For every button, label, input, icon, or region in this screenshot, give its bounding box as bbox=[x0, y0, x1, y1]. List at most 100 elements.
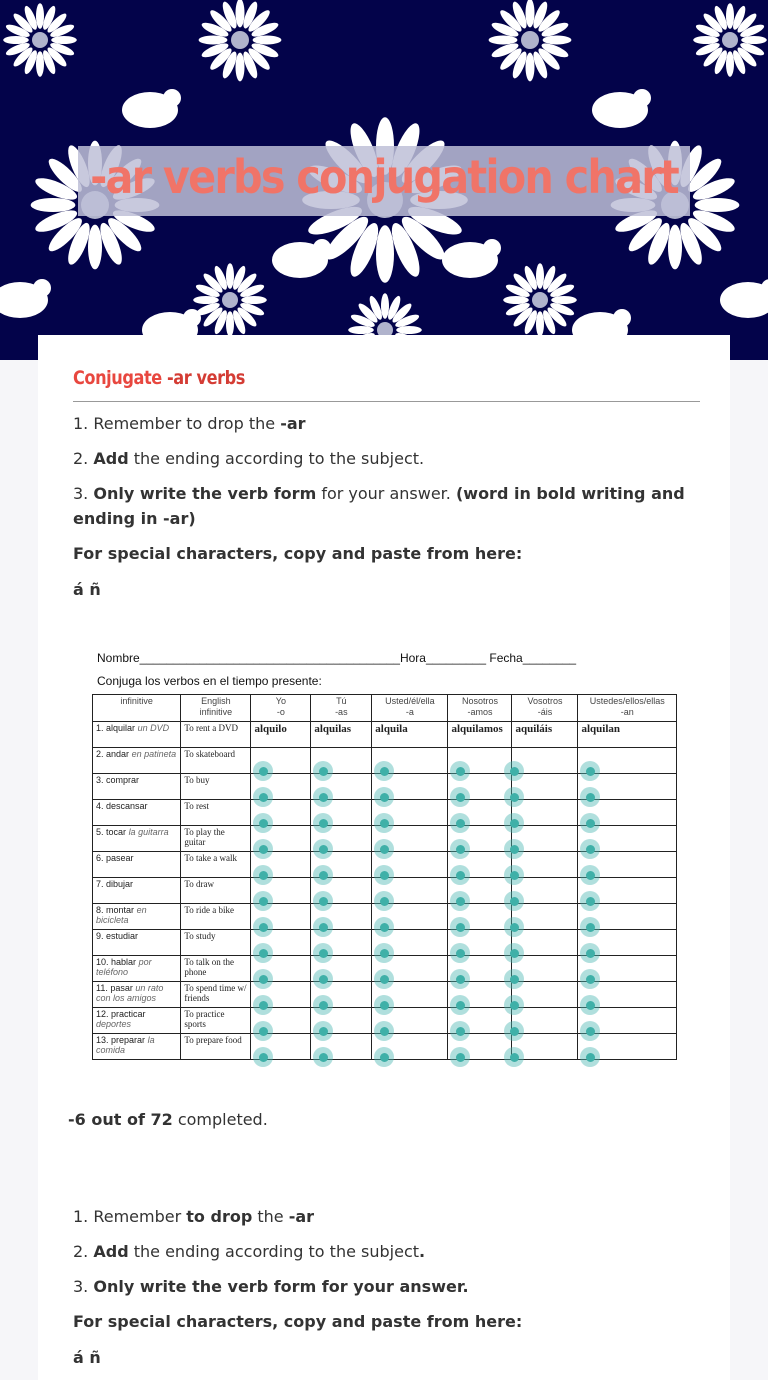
blank-cell bbox=[577, 877, 677, 911]
blank-cell bbox=[310, 799, 373, 833]
blank-cell bbox=[250, 1007, 312, 1041]
verb: hablar bbox=[111, 957, 137, 967]
table-row: 11. pasar un rato con los amigos To spend… bbox=[91, 981, 677, 1015]
blank-cell bbox=[310, 981, 373, 1015]
special-characters-2[interactable]: á ñ bbox=[73, 1348, 101, 1367]
worksheet-image: Nombre__________________________________… bbox=[91, 645, 684, 1085]
row-number: 4. bbox=[96, 801, 104, 811]
blank-cell bbox=[447, 929, 513, 963]
infinitive-cell: 1. alquilar un DVD bbox=[91, 721, 182, 748]
column-header: Usted/él/ella -a bbox=[371, 694, 449, 722]
blank-cell bbox=[447, 825, 513, 859]
infinitive-cell: 6. pasear bbox=[91, 851, 182, 878]
table-row: 10. hablar por teléfono To talk on the ph… bbox=[91, 955, 677, 989]
blank-cell bbox=[250, 747, 312, 781]
blank-cell bbox=[310, 773, 373, 807]
blank-cell bbox=[371, 981, 449, 1015]
instruction-step: 3. Only write the verb form for your ans… bbox=[73, 484, 685, 528]
row-number: 2. bbox=[96, 749, 104, 759]
title-band bbox=[78, 146, 690, 216]
worksheet-instruction: Conjuga los verbos en el tiempo presente… bbox=[97, 674, 322, 688]
section-title: Conjugate -ar verbs bbox=[73, 367, 245, 389]
answer-input-hotspot[interactable] bbox=[253, 1047, 274, 1067]
row-number: 10. bbox=[96, 957, 109, 967]
worksheet-card: Conjugate -ar verbs 1. Remember to drop … bbox=[38, 335, 730, 1380]
blank-cell bbox=[371, 903, 449, 937]
answer-input-hotspot[interactable] bbox=[374, 1047, 395, 1067]
column-header: Tú -as bbox=[310, 694, 373, 722]
instruction-step: 2. Add the ending according to the subje… bbox=[73, 449, 425, 468]
blank-cell bbox=[371, 955, 449, 989]
answer-input-hotspot[interactable] bbox=[580, 1047, 601, 1067]
name-line: Nombre__________________________________… bbox=[97, 651, 577, 665]
verb: practicar bbox=[111, 1009, 146, 1019]
english-cell: To take a walk bbox=[180, 851, 252, 878]
column-header: infinitive bbox=[91, 694, 182, 722]
blank-cell bbox=[447, 747, 513, 781]
verb: dibujar bbox=[106, 879, 134, 889]
blank-cell bbox=[577, 851, 677, 885]
infinitive-cell: 4. descansar bbox=[91, 799, 182, 826]
blank-cell bbox=[250, 981, 312, 1015]
verb: descansar bbox=[106, 801, 148, 811]
table-row: 6. pasear To take a walk bbox=[91, 851, 677, 885]
answer-input-hotspot[interactable] bbox=[313, 1047, 334, 1067]
english-cell: To buy bbox=[180, 773, 252, 800]
blank-cell bbox=[447, 903, 513, 937]
table-row: 13. preparar la comida To prepare food bbox=[91, 1033, 677, 1067]
answer-cell: alquila bbox=[371, 721, 449, 748]
english-cell: To play the guitar bbox=[180, 825, 252, 852]
infinitive-cell: 2. andar en patineta bbox=[91, 747, 182, 774]
infinitive-cell: 8. montar en bicicleta bbox=[91, 903, 182, 930]
answer-cell: alquilo bbox=[250, 721, 312, 748]
blank-cell bbox=[504, 877, 579, 911]
blank-cell bbox=[250, 773, 312, 807]
column-header: English infinitive bbox=[180, 694, 252, 722]
infinitive-cell: 12. practicar deportes bbox=[91, 1007, 182, 1034]
verb: pasear bbox=[106, 853, 134, 863]
completion-status: -6 out of 72 completed. bbox=[68, 1110, 268, 1129]
verb-phrase: un DVD bbox=[137, 723, 170, 733]
instruction-step: 3. Only write the verb form for your ans… bbox=[73, 1277, 469, 1296]
blank-cell bbox=[577, 903, 677, 937]
table-row: 4. descansar To rest bbox=[91, 799, 677, 833]
english-cell: To rent a DVD bbox=[180, 721, 252, 748]
english-cell: To study bbox=[180, 929, 252, 956]
blank-cell bbox=[447, 1007, 513, 1041]
english-cell: To draw bbox=[180, 877, 252, 904]
row-number: 3. bbox=[96, 775, 104, 785]
verb: alquilar bbox=[106, 723, 136, 733]
row-number: 7. bbox=[96, 879, 104, 889]
english-cell: To talk on the phone bbox=[180, 955, 252, 982]
english-cell: To spend time w/ friends bbox=[180, 981, 252, 1008]
blank-cell bbox=[504, 929, 579, 963]
english-cell: To ride a bike bbox=[180, 903, 252, 930]
verb: andar bbox=[106, 749, 130, 759]
verb: montar bbox=[106, 905, 135, 915]
blank-cell bbox=[310, 851, 373, 885]
example-row: 1. alquilar un DVD To rent a DVD alquilo al… bbox=[91, 721, 677, 748]
row-number: 5. bbox=[96, 827, 104, 837]
infinitive-cell: 11. pasar un rato con los amigos bbox=[91, 981, 182, 1008]
table-row: 3. comprar To buy bbox=[91, 773, 677, 807]
instruction-step: 1. Remember to drop the -ar bbox=[73, 414, 306, 433]
blank-cell bbox=[310, 1007, 373, 1041]
blank-cell bbox=[577, 955, 677, 989]
answer-cell: alquilamos bbox=[447, 721, 513, 748]
blank-cell bbox=[577, 929, 677, 963]
english-cell: To skateboard bbox=[180, 747, 252, 774]
answer-input-hotspot[interactable] bbox=[450, 1047, 471, 1067]
special-characters[interactable]: á ñ bbox=[73, 580, 101, 599]
answer-cell: alquilas bbox=[310, 721, 373, 748]
table-row: 12. practicar deportes To practice sports bbox=[91, 1007, 677, 1041]
blank-cell bbox=[250, 903, 312, 937]
english-cell: To prepare food bbox=[180, 1033, 252, 1060]
blank-cell bbox=[371, 877, 449, 911]
verb-phrase: en bicicleta bbox=[96, 905, 147, 925]
blank-cell bbox=[577, 1007, 677, 1041]
blank-cell bbox=[447, 851, 513, 885]
row-number: 13. bbox=[96, 1035, 109, 1045]
blank-cell bbox=[371, 747, 449, 781]
answer-input-hotspot[interactable] bbox=[504, 1047, 525, 1067]
blank-cell bbox=[577, 1033, 677, 1067]
